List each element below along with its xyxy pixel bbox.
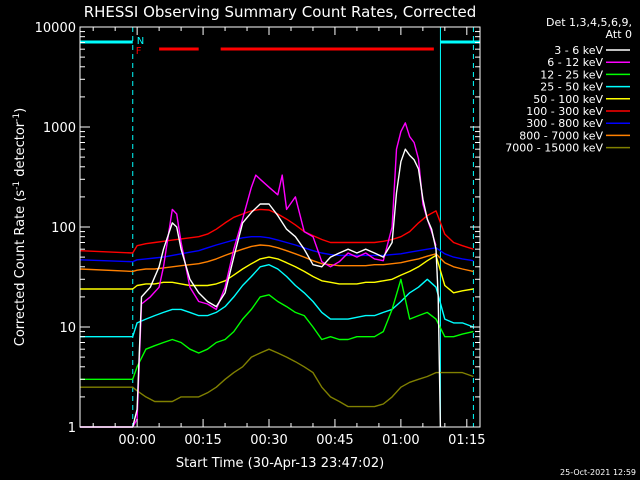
y-axis-label-sup2: -1 [12,113,22,122]
legend-label-6: 300 - 800 keV [526,117,603,130]
legend-header-line1: Det 1,3,4,5,6,9, [546,16,632,29]
y-axis-label-mid: detector [13,121,28,181]
y-tick-label-0: 1 [68,421,76,436]
y-tick-label-4: 10000 [35,21,76,36]
x-tick-label-5: 01:15 [448,433,485,448]
series-line-3 [80,264,474,338]
legend-label-7: 800 - 7000 keV [519,129,603,142]
y-tick-label-2: 100 [51,221,76,236]
y-axis-label-sup1: -1 [12,181,22,190]
x-tick-label-3: 00:45 [316,433,353,448]
legend-label-4: 50 - 100 keV [533,93,603,106]
x-tick-label-1: 00:15 [184,433,221,448]
series-line-2 [80,278,474,380]
y-tick-label-3: 1000 [43,121,76,136]
series-line-4 [80,254,474,294]
y-axis: 1 10 100 1000 10000 [35,21,480,436]
x-tick-label-2: 00:30 [250,433,287,448]
legend-label-1: 6 - 12 keV [547,56,603,69]
timestamp: 25-Oct-2021 12:59 [560,468,636,477]
flare-flag-label: F [136,46,142,57]
series-line-7 [79,244,474,273]
x-tick-label-4: 01:00 [382,433,419,448]
y-tick-label-1: 10 [59,321,76,336]
series-line-0 [80,148,442,428]
y-axis-label-start: Corrected Count Rate (s [13,190,28,347]
legend-label-2: 12 - 25 keV [540,68,603,81]
chart-title: RHESSI Observing Summary Count Rates, Co… [84,3,477,21]
legend-label-3: 25 - 50 keV [540,81,603,94]
series-line-6 [79,235,474,263]
x-tick-label-0: 00:00 [118,433,155,448]
y-axis-label: Corrected Count Rate (s-1 detector-1) [12,108,28,346]
x-axis-label: Start Time (30-Apr-13 23:47:02) [176,456,384,471]
legend-label-0: 3 - 6 keV [554,44,603,57]
night-flag-label: N [137,36,144,47]
y-axis-label-end: ) [13,108,28,113]
legend-label-8: 7000 - 15000 keV [505,142,603,155]
legend-header-line2: Att 0 [606,28,632,41]
series-line-5 [79,208,474,254]
series-line-8 [80,348,474,408]
legend-label-5: 100 - 300 keV [526,105,603,118]
series-line-1 [80,122,437,428]
x-axis: 00:00 00:15 00:30 00:45 01:00 01:15 [92,27,486,448]
